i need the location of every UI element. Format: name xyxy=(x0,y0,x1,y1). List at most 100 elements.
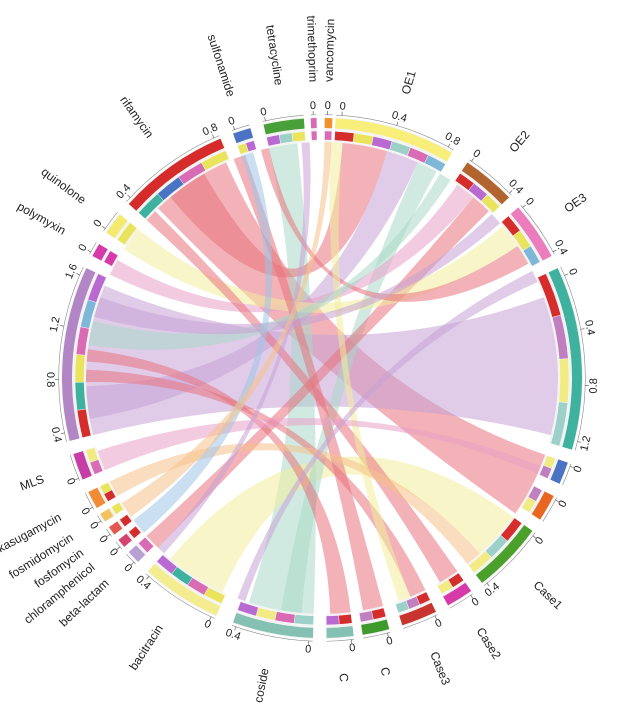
segment-name-label: quinolone xyxy=(39,165,89,207)
segment-name-label: bacitracin xyxy=(126,622,166,673)
segment-trimethoprim xyxy=(310,114,318,143)
segment-quinolone xyxy=(103,212,139,247)
segments-layer xyxy=(58,114,586,642)
segment-name-label: trimethoprim xyxy=(304,15,320,82)
tick-mark xyxy=(577,441,582,443)
tick-label: 1.2 xyxy=(48,316,63,333)
segment-stack-block xyxy=(237,601,259,617)
segment-name-label: sulfonamide xyxy=(205,33,238,99)
tick-label: 0 xyxy=(310,100,317,112)
chords-layer xyxy=(86,142,559,614)
segment-name-label: MLS xyxy=(18,472,46,494)
segment-arc xyxy=(148,563,221,616)
segment-name-label: vancomycin xyxy=(322,19,338,83)
segment-kasugamycin xyxy=(85,481,118,510)
segment-arc xyxy=(310,118,317,129)
chord-ribbon xyxy=(233,154,384,611)
tick-label: 0 xyxy=(471,147,483,160)
segment-arc xyxy=(335,118,452,162)
tick-mark xyxy=(101,226,106,229)
tick-mark xyxy=(569,465,574,468)
tick-mark xyxy=(434,615,437,620)
segment-tick-axis xyxy=(262,115,304,122)
tick-label: 0 xyxy=(571,464,584,474)
segment-stack-block xyxy=(156,554,178,575)
segment-tick-axis xyxy=(89,242,97,255)
tick-label: 0.4 xyxy=(114,182,133,201)
tick-mark xyxy=(508,190,513,194)
tick-label: 0.4 xyxy=(224,627,242,643)
tick-label: 0.4 xyxy=(134,573,153,592)
tick-label: 0 xyxy=(76,242,89,253)
segment-stack-block xyxy=(359,610,374,623)
segment-stack-block xyxy=(103,250,119,267)
segment-stack-block xyxy=(522,245,541,267)
chord-ribbon xyxy=(281,162,437,614)
segment-arc xyxy=(510,207,552,261)
tick-mark xyxy=(60,432,65,435)
segment-tetracycline xyxy=(262,115,306,149)
segment-arc xyxy=(128,545,146,562)
segment-stack-block xyxy=(324,130,333,141)
segment-name-label: C xyxy=(378,666,394,678)
segment-fosmidomycin xyxy=(97,501,126,524)
segment-stack-block xyxy=(278,132,294,144)
tick-mark xyxy=(74,477,79,481)
tick-label: 1.6 xyxy=(63,262,80,281)
segment-oe3 xyxy=(500,205,555,268)
tick-mark xyxy=(116,546,121,550)
segment-name-label: OE3 xyxy=(562,190,590,215)
tick-label: 0 xyxy=(349,642,356,655)
segment-arc xyxy=(128,138,225,211)
segment-chloramphenicol xyxy=(115,524,143,550)
tick-mark xyxy=(264,117,266,122)
segment-arc xyxy=(326,626,354,638)
tick-label: 0 xyxy=(91,218,104,230)
tick-label: 0 xyxy=(305,643,312,655)
segment-track xyxy=(105,213,139,247)
segment-name-label: rifamycin xyxy=(117,93,156,140)
tick-mark xyxy=(387,632,389,637)
segment-c xyxy=(358,605,391,639)
tick-label: 0.4 xyxy=(390,109,408,125)
segment-arc xyxy=(118,533,132,547)
chord-ribbon xyxy=(170,456,513,592)
tick-label: 0 xyxy=(78,506,91,517)
tick-mark xyxy=(580,328,585,330)
segment-stack-block xyxy=(116,222,138,246)
tick-label: 0 xyxy=(470,596,482,609)
segment-vancomycin xyxy=(324,114,333,143)
segment-tick-axis xyxy=(562,463,572,486)
segment-fosfomycin xyxy=(106,513,134,537)
chord-ribbon xyxy=(133,152,273,533)
segment-case1 xyxy=(467,516,536,586)
segment-name-label: OE2 xyxy=(506,128,532,156)
segment-arc xyxy=(443,582,472,606)
chord-ribbon xyxy=(88,173,451,350)
segment-name-label: OE1 xyxy=(399,69,419,96)
segment-unlabeled-5 xyxy=(519,485,557,522)
tick-mark xyxy=(564,273,569,276)
segment-unlabeled-3 xyxy=(535,266,586,451)
segment-stack-block xyxy=(558,358,570,403)
segment-stack-block xyxy=(539,464,553,479)
chord-ribbon xyxy=(249,143,316,614)
tick-label: 0 xyxy=(227,115,237,128)
tick-mark xyxy=(554,499,559,503)
segment-rifamycin xyxy=(126,135,230,221)
segment-arc xyxy=(233,128,254,144)
segment-tick-axis xyxy=(103,212,118,231)
segment-stack-block xyxy=(74,354,86,383)
segment-stack-block xyxy=(468,550,492,573)
segment-name-label: C xyxy=(336,673,351,683)
segment-stack-block xyxy=(334,131,355,143)
segment-unlabeled-4 xyxy=(537,454,572,486)
chord-ribbon xyxy=(329,142,411,602)
tick-mark xyxy=(87,249,92,253)
tick-label: 0 xyxy=(433,617,444,630)
tick-mark xyxy=(76,273,81,276)
tick-label: 0 xyxy=(259,106,268,119)
segment-arc xyxy=(88,487,106,508)
segment-stack-block xyxy=(424,154,446,173)
segment-tick-axis xyxy=(403,614,438,629)
